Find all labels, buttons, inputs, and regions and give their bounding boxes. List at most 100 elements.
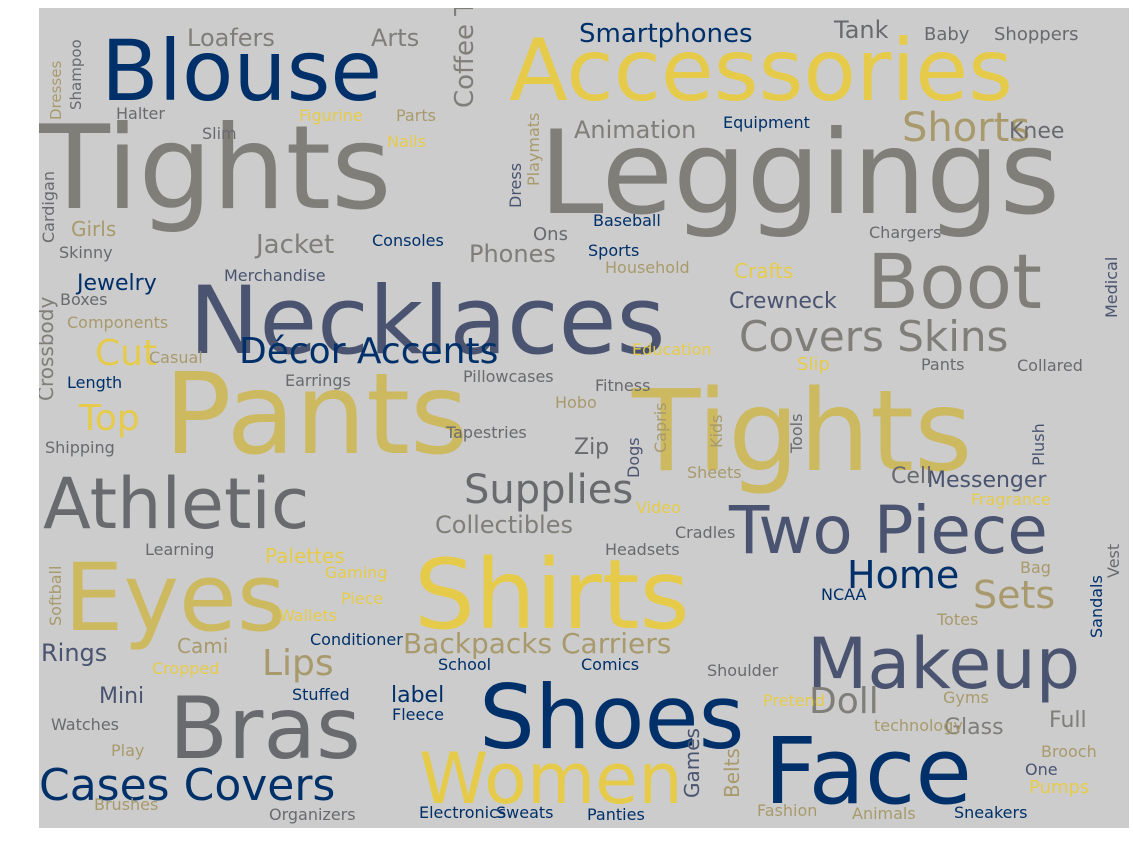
word-fitness: Fitness [595, 376, 650, 395]
word-smartphones: Smartphones [579, 19, 753, 49]
word-cloud: Tights Leggings Pants Tights Accessories Blou… [39, 8, 1129, 828]
word-rings: Rings [41, 639, 107, 667]
word-sports: Sports [588, 241, 639, 260]
word-sheets: Sheets [687, 463, 742, 482]
word-consoles: Consoles [372, 231, 444, 250]
word-conditioner: Conditioner [310, 630, 403, 649]
word-full: Full [1049, 708, 1087, 733]
word-women: Women [419, 738, 683, 820]
word-fashion: Fashion [757, 801, 817, 820]
word-supplies: Supplies [464, 467, 633, 513]
word-cropped: Cropped [152, 659, 220, 678]
word-boot: Boot [867, 237, 1042, 326]
word-animation: Animation [574, 116, 696, 144]
word-bras: Bras [169, 679, 361, 779]
word-eyes: Eyes [64, 544, 286, 653]
word-dress: Dress [506, 163, 525, 208]
word-skinny: Skinny [59, 243, 113, 262]
word-palettes: Palettes [265, 544, 345, 568]
word-home: Home [847, 553, 959, 597]
word-medical: Medical [1102, 257, 1121, 318]
word-tapestries: Tapestries [445, 423, 527, 442]
word-parts: Parts [396, 106, 436, 125]
word-slim: Slim [202, 124, 237, 143]
word-knee: Knee [1009, 119, 1064, 144]
word-girls: Girls [71, 217, 116, 241]
word-belts: Belts [720, 748, 744, 798]
word-tank: Tank [833, 16, 889, 44]
word-pillowcases: Pillowcases [463, 367, 554, 386]
word-chargers: Chargers [869, 223, 941, 242]
word-fleece: Fleece [392, 705, 444, 724]
word-dresses: Dresses [47, 61, 65, 120]
word-loafers: Loafers [187, 24, 275, 52]
word-shampoo: Shampoo [67, 39, 85, 110]
word-glass: Glass [944, 715, 1004, 740]
word-earrings: Earrings [285, 371, 351, 390]
word-equipment: Equipment [723, 113, 810, 132]
word-ncaa: NCAA [821, 585, 867, 604]
word-watches: Watches [51, 715, 119, 734]
word-bag: Bag [1020, 558, 1051, 577]
word-kids: Kids [707, 415, 726, 448]
word-playmats: Playmats [524, 113, 543, 186]
word-stuffed: Stuffed [292, 685, 350, 704]
word-games: Games [680, 728, 704, 798]
word-shipping: Shipping [45, 438, 115, 457]
word-hobo: Hobo [555, 393, 597, 412]
word-accessories: Accessories [509, 21, 1013, 121]
word-cardigan: Cardigan [39, 171, 58, 243]
word-mini: Mini [99, 684, 144, 709]
word-learning: Learning [145, 540, 214, 559]
word-tights: Tights [39, 101, 392, 236]
word-casual: Casual [149, 348, 203, 367]
word-pretend: Pretend [763, 691, 825, 710]
word-doll: Doll [809, 681, 879, 722]
word-makeup: Makeup [807, 623, 1080, 705]
word-slip: Slip [797, 354, 830, 375]
word-blouse: Blouse [101, 22, 382, 120]
word-components: Components [67, 313, 168, 332]
word-comics: Comics [581, 655, 639, 674]
word-arts: Arts [371, 24, 419, 52]
word-education: Education [632, 340, 712, 359]
word-coffee-tea: Coffee Tea [450, 8, 480, 108]
word-necklaces: Necklaces [189, 267, 665, 376]
word-piece: Piece [341, 589, 383, 608]
word-crafts: Crafts [734, 259, 793, 283]
word-tools: Tools [787, 414, 806, 454]
word-capris: Capris [651, 403, 670, 454]
word-brushes: Brushes [94, 795, 158, 814]
word-sweats: Sweats [496, 803, 554, 822]
word-plush: Plush [1029, 423, 1048, 466]
word-headsets: Headsets [605, 540, 680, 559]
word-athletic: Athletic [43, 463, 309, 545]
word-cami: Cami [177, 634, 228, 658]
word-fragrance: Fragrance [971, 490, 1051, 509]
word-softball: Softball [46, 566, 65, 626]
word-one: One [1025, 760, 1058, 779]
word-length: Length [67, 373, 122, 392]
word-dogs: Dogs [624, 437, 643, 478]
word-vest: Vest [1104, 544, 1123, 578]
word-two-piece: Two Piece [728, 492, 1048, 569]
word-school: School [438, 655, 491, 674]
word-crewneck: Crewneck [729, 289, 837, 314]
word-video: Video [636, 498, 681, 517]
word-pants: Pants [921, 355, 964, 374]
word-tights: Tights [631, 367, 972, 497]
word-merchandise: Merchandise [224, 266, 326, 285]
word-shoes: Shoes [479, 666, 744, 769]
word-collared: Collared [1017, 356, 1083, 375]
word-jacket: Jacket [254, 230, 334, 260]
word-pumps: Pumps [1029, 777, 1089, 798]
word-zip: Zip [574, 435, 609, 460]
word-sandals: Sandals [1087, 575, 1106, 638]
word-top: Top [78, 398, 140, 439]
word-totes: Totes [936, 610, 978, 629]
word-organizers: Organizers [269, 805, 356, 824]
word-collectibles: Collectibles [435, 511, 573, 539]
word-pants: Pants [164, 350, 468, 480]
word-cell: Cell [891, 464, 932, 489]
